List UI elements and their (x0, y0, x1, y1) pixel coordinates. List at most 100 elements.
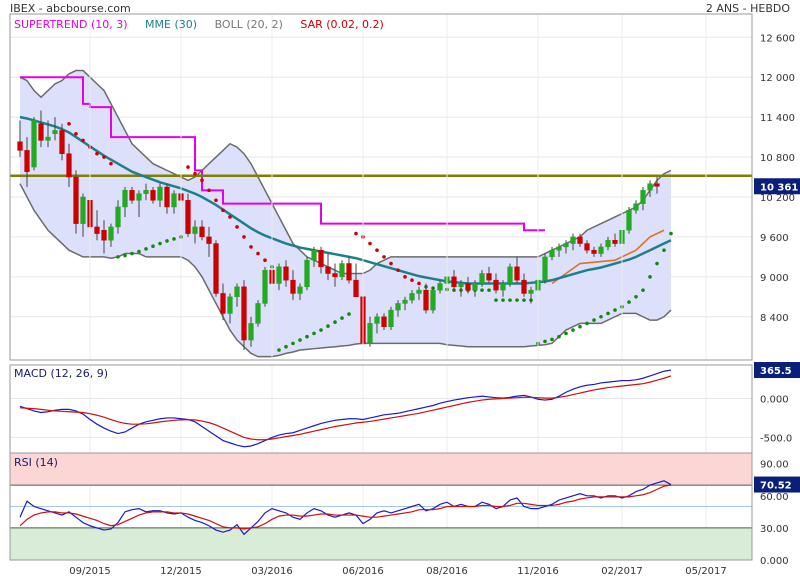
sar-dot (151, 244, 155, 249)
candle-body (339, 263, 345, 278)
sar-dot (501, 298, 505, 302)
candle-body (479, 273, 485, 284)
legend-supertrend: SUPERTREND (10, 3) (14, 18, 128, 31)
sar-dot (592, 318, 596, 322)
sar-dot (298, 338, 302, 342)
sar-dot (417, 281, 421, 286)
sar-dot (81, 138, 85, 143)
sar-dot (613, 308, 617, 312)
price-ytick-label: 8 400 (760, 313, 789, 324)
candle-body (353, 279, 359, 298)
sar-dot (144, 247, 148, 251)
sar-dot (235, 225, 239, 229)
rsi-oversold-zone (10, 527, 752, 560)
candle-body (171, 193, 177, 208)
candle-body (199, 226, 205, 238)
sar-dot (207, 188, 211, 193)
sar-dot (242, 235, 246, 239)
candle-body (430, 289, 436, 311)
sar-dot (277, 348, 281, 352)
candle-body (605, 239, 611, 248)
candle-body (213, 243, 219, 294)
sar-dot (508, 298, 512, 302)
candle-body (577, 236, 583, 244)
sar-dot (319, 328, 323, 332)
candle-body (416, 289, 422, 294)
macd-line (19, 369, 672, 448)
macd-last-value-badge (754, 362, 800, 379)
candle-body (129, 190, 135, 201)
candle-body (493, 279, 499, 291)
sar-dot (109, 161, 113, 166)
candle-body (332, 273, 338, 278)
sar-dot (158, 241, 162, 246)
panel-border (9, 13, 753, 361)
candle-body (157, 186, 163, 201)
sar-dot (74, 131, 78, 136)
sar-dot (326, 324, 330, 328)
sar-dot (95, 151, 99, 156)
sar-dot (333, 320, 337, 324)
sar-dot (403, 275, 407, 279)
candle-body (374, 316, 380, 324)
candle-body (45, 136, 51, 141)
candle-body (542, 256, 548, 281)
price-ytick-label: 12 000 (760, 73, 795, 84)
price-last-value: 10 361 (760, 182, 798, 193)
sar-dot (172, 237, 176, 241)
price-ytick-label: 10 200 (760, 193, 795, 204)
candle-body (283, 266, 289, 281)
candle-body (31, 120, 37, 168)
sar-dot (340, 316, 344, 320)
candle-body (59, 130, 65, 154)
price-ytick-label: 9 000 (760, 273, 789, 284)
candle-body (409, 293, 415, 301)
sar-dot (67, 121, 71, 126)
price-last-value-badge (754, 178, 800, 195)
candle-body (500, 283, 506, 291)
sar-dot (452, 288, 456, 292)
sar-dot (578, 324, 582, 329)
candle-body (143, 190, 149, 194)
sar-dot (494, 298, 498, 302)
sar-dot (130, 251, 134, 256)
sar-dot (368, 241, 372, 246)
sar-dot (193, 171, 197, 176)
candle-body (395, 303, 401, 311)
macd-ytick-label: -500.0 (760, 433, 792, 444)
sar-dot (543, 339, 547, 344)
candle-body (290, 279, 296, 294)
candle-body (304, 259, 310, 288)
period-label: 2 ANS - HEBDO (705, 2, 790, 15)
candle-body (227, 296, 233, 314)
candle-body (164, 186, 170, 208)
candle-body (598, 246, 604, 254)
x-tick-label: 02/2017 (601, 566, 643, 577)
candle-body (465, 283, 471, 291)
price-ytick-label: 10 800 (760, 153, 795, 164)
candle-body (206, 236, 212, 244)
sar-dot (312, 331, 316, 336)
candle-body (507, 266, 513, 284)
candle-body (150, 190, 156, 201)
sar-dot (662, 248, 666, 253)
candle-body (276, 266, 282, 284)
sar-dot (263, 258, 267, 262)
sar-dot (571, 328, 575, 332)
candle-body (136, 193, 142, 201)
rsi-last-value: 70.52 (760, 481, 792, 492)
sar-dot (284, 344, 288, 349)
candle-body (241, 286, 247, 341)
candle-body (437, 283, 443, 291)
rsi-overbought-zone (10, 453, 752, 486)
sar-dot (200, 178, 204, 183)
sar-dot (102, 155, 106, 159)
candle-body (24, 150, 30, 172)
candle-body (633, 203, 639, 211)
candle-body (52, 130, 58, 135)
candle-body (115, 206, 121, 228)
candle-body (388, 309, 394, 327)
price-ytick-label: 9 600 (760, 233, 789, 244)
